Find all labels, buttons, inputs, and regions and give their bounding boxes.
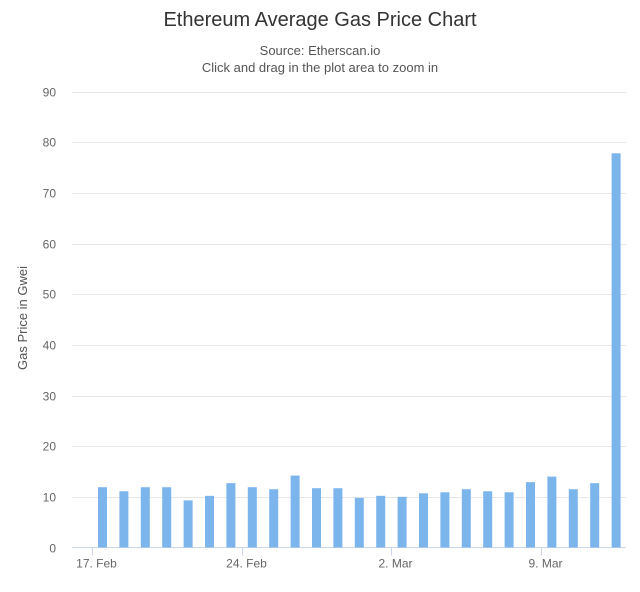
- chart-subtitle: Source: Etherscan.io: [260, 43, 381, 58]
- y-tick-label-80: 80: [43, 136, 57, 150]
- y-tick-label-10: 10: [43, 491, 57, 505]
- bar-20[interactable]: [526, 482, 535, 548]
- bar-21[interactable]: [547, 476, 557, 548]
- bar-22[interactable]: [568, 489, 578, 548]
- bar-16[interactable]: [440, 492, 450, 548]
- bar-7[interactable]: [247, 487, 257, 548]
- bar-8[interactable]: [269, 489, 279, 548]
- bar-9[interactable]: [290, 475, 300, 548]
- bar-3[interactable]: [162, 487, 172, 548]
- y-tick-label-40: 40: [43, 339, 57, 353]
- bar-0[interactable]: [98, 487, 107, 548]
- x-tick-label: 2. Mar: [378, 557, 412, 571]
- gridlines: [72, 92, 626, 498]
- bar-24[interactable]: [611, 153, 621, 548]
- y-tick-label-20: 20: [43, 440, 57, 454]
- x-axis-ticks: 17. Feb 24. Feb 2. Mar 9. Mar: [76, 547, 563, 571]
- x-tick-label: 17. Feb: [76, 557, 117, 571]
- y-tick-label-70: 70: [43, 187, 57, 201]
- bar-6[interactable]: [226, 483, 236, 548]
- data-bars[interactable]: [98, 153, 621, 548]
- y-tick-label-0: 0: [49, 542, 56, 556]
- bar-14[interactable]: [397, 496, 407, 548]
- bar-1[interactable]: [119, 491, 129, 548]
- bar-15[interactable]: [419, 493, 428, 548]
- y-tick-label-50: 50: [43, 288, 57, 302]
- bar-2[interactable]: [140, 487, 150, 548]
- bar-18[interactable]: [483, 491, 493, 548]
- chart-title: Ethereum Average Gas Price Chart: [163, 9, 477, 31]
- bar-19[interactable]: [504, 492, 514, 548]
- y-tick-label-30: 30: [43, 390, 57, 404]
- bar-10[interactable]: [312, 488, 321, 548]
- y-axis-labels: 0 10 20 30 40 50 60 70 80 90: [43, 86, 57, 556]
- bar-11[interactable]: [333, 488, 343, 548]
- bar-4[interactable]: [183, 500, 193, 548]
- bar-12[interactable]: [354, 497, 364, 548]
- bar-5[interactable]: [205, 495, 214, 548]
- x-tick-label: 24. Feb: [226, 557, 267, 571]
- y-axis-title: Gas Price in Gwei: [15, 266, 30, 370]
- bar-23[interactable]: [590, 483, 600, 548]
- x-tick-label: 9. Mar: [528, 557, 562, 571]
- bar-13[interactable]: [376, 495, 386, 548]
- bar-17[interactable]: [461, 489, 471, 548]
- y-tick-label-60: 60: [43, 238, 57, 252]
- chart-zoom-hint: Click and drag in the plot area to zoom …: [202, 60, 438, 75]
- y-tick-label-90: 90: [43, 86, 57, 100]
